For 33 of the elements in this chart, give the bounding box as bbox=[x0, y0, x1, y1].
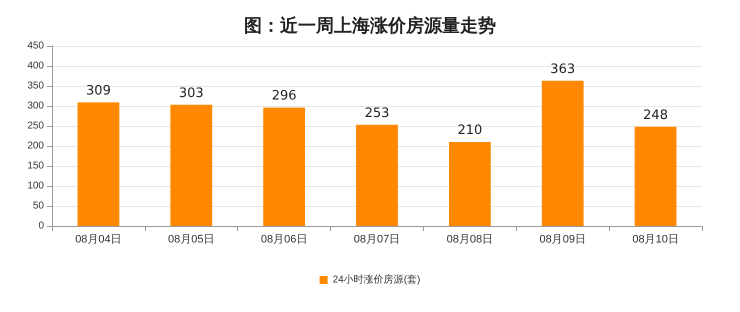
y-tick-label: 450 bbox=[27, 40, 44, 52]
bar bbox=[542, 80, 584, 226]
y-tick-label: 250 bbox=[27, 120, 44, 132]
y-tick-label: 300 bbox=[27, 100, 44, 112]
data-label: 309 bbox=[86, 83, 111, 98]
data-label: 296 bbox=[272, 88, 297, 104]
x-tick-label: 08月05日 bbox=[168, 234, 215, 246]
x-tick-label: 08月08日 bbox=[446, 234, 494, 246]
x-tick-label: 08月06日 bbox=[260, 234, 308, 246]
bar bbox=[170, 104, 212, 226]
y-tick-label: 0 bbox=[38, 220, 44, 232]
y-tick-label: 50 bbox=[32, 200, 44, 212]
y-tick-label: 100 bbox=[27, 180, 44, 192]
bar bbox=[263, 108, 306, 226]
bar bbox=[448, 142, 491, 226]
data-label: 303 bbox=[178, 86, 204, 101]
data-label: 253 bbox=[364, 106, 390, 121]
y-tick-label: 150 bbox=[27, 160, 44, 172]
x-tick-label: 08月10日 bbox=[632, 234, 679, 246]
legend-label: 24小时涨价房源(套) bbox=[332, 274, 420, 286]
y-tick-label: 200 bbox=[27, 140, 44, 152]
data-label: 210 bbox=[457, 123, 482, 138]
data-label: 248 bbox=[643, 108, 668, 123]
data-label: 363 bbox=[550, 62, 576, 77]
y-tick-label: 350 bbox=[27, 80, 44, 92]
bar bbox=[634, 126, 676, 226]
x-tick-label: 08月07日 bbox=[354, 234, 400, 246]
x-tick-label: 08月09日 bbox=[539, 234, 586, 246]
x-tick-label: 08月04日 bbox=[75, 234, 122, 246]
bar bbox=[356, 124, 398, 226]
bar bbox=[78, 102, 120, 226]
y-tick-label: 400 bbox=[27, 60, 44, 72]
chart-title: 图：近一周上海涨价房源量走势 bbox=[244, 16, 496, 36]
